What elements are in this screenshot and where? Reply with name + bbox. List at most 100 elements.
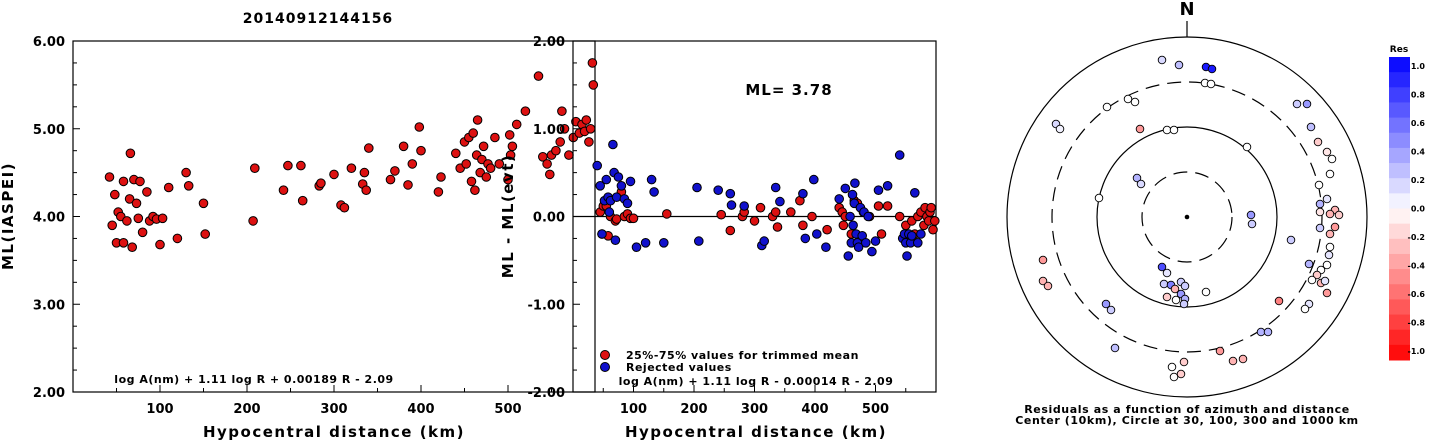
colorbar-cell (1389, 87, 1410, 103)
data-point (551, 145, 561, 156)
data-point (278, 185, 289, 195)
data-point (157, 213, 168, 224)
chart-title: 20140912144156 (243, 11, 393, 27)
station-point (1242, 142, 1252, 152)
rejected-point (613, 172, 624, 182)
x-axis-label: Hypocentral distance (km) (203, 423, 465, 441)
colorbar-tick-label: 1.0 (1411, 62, 1426, 71)
station-point (1162, 292, 1172, 302)
trimmed-point (725, 225, 736, 236)
station-point (1157, 55, 1167, 65)
station-point (1315, 199, 1325, 209)
data-point (585, 124, 596, 134)
station-point (1179, 357, 1189, 367)
ring-300km (1051, 81, 1323, 353)
rejected-point (759, 236, 770, 246)
data-point (110, 189, 120, 200)
trimmed-point (770, 207, 781, 217)
station-point (1106, 305, 1116, 315)
rejected-point (848, 220, 858, 231)
station-point (1136, 179, 1146, 189)
data-point (297, 195, 308, 206)
colorbar-cell (1389, 208, 1410, 225)
station-point (1179, 299, 1189, 309)
data-point (461, 159, 472, 169)
data-point (359, 167, 370, 178)
caption-line1: Residuals as a function of azimuth and d… (1024, 403, 1350, 416)
y-tick-label: 4.00 (33, 211, 65, 226)
station-point (1320, 276, 1330, 286)
station-point (1314, 180, 1324, 190)
rejected-point (873, 185, 884, 195)
station-point (1169, 125, 1179, 135)
station-point (1307, 275, 1317, 285)
rejected-point (640, 238, 651, 248)
station-point (1135, 124, 1145, 134)
rejected-point (902, 251, 912, 261)
colorbar-cell (1389, 284, 1410, 300)
station-point (1256, 327, 1266, 337)
trimmed-point (873, 201, 884, 211)
trimmed-point (928, 224, 938, 235)
panel-ml-residual: -2.00 -1.00 0.00 1.00 2.00 100 200 300 400 500 M… (499, 35, 940, 441)
rejected-point (834, 194, 845, 204)
y-tick-label: 0.00 (533, 211, 565, 226)
data-point (414, 122, 425, 132)
data-point (470, 185, 480, 195)
data-point (542, 159, 552, 169)
x-tick-label: 300 (741, 402, 768, 417)
data-point (364, 143, 374, 153)
data-point (361, 185, 372, 195)
data-point (118, 176, 129, 187)
station-residuals (1038, 55, 1344, 382)
data-point (390, 166, 400, 176)
data-point (296, 160, 306, 171)
station-point (1238, 354, 1248, 364)
station-point (1322, 260, 1332, 270)
data-point (198, 198, 209, 209)
data-point (125, 148, 136, 159)
rejected-point (916, 229, 926, 239)
station-point (1302, 99, 1312, 109)
station-point (1169, 372, 1179, 382)
north-label: N (1179, 0, 1194, 20)
data-point (433, 187, 444, 197)
station-point (1300, 304, 1310, 314)
x-tick-label: 400 (801, 402, 828, 417)
rejected-point (739, 201, 750, 211)
station-point (1159, 279, 1169, 289)
data-point (142, 187, 152, 197)
legend-marker-red (600, 350, 610, 360)
rejected-point (870, 236, 881, 246)
data-point (505, 150, 516, 160)
data-point (564, 150, 574, 160)
center-marker (1184, 214, 1190, 220)
station-point (1102, 102, 1112, 112)
rejected-point (610, 235, 621, 245)
station-point (1055, 124, 1065, 134)
trimmed-point (755, 202, 766, 213)
data-point (181, 167, 191, 178)
y-axis-label: ML(IASPEI) (0, 162, 17, 270)
station-point (1180, 281, 1190, 291)
rejected-point (592, 160, 603, 171)
ml-annotation: ML= 3.78 (745, 81, 832, 99)
rejected-point (595, 181, 606, 191)
rejected-point (608, 139, 618, 150)
data-point (490, 132, 500, 143)
station-point (1330, 222, 1340, 232)
rejected-point (631, 242, 642, 252)
data-point (504, 130, 515, 140)
data-point (127, 242, 137, 252)
data-point (118, 238, 129, 248)
rejected-point (861, 238, 871, 248)
station-point (1334, 210, 1344, 220)
colorbar-cell (1389, 72, 1410, 88)
data-point (107, 220, 117, 231)
colorbar-tick-label: -0.2 (1408, 233, 1426, 242)
data-point (135, 176, 145, 187)
rejected-point (649, 187, 659, 197)
x-tick-label: 500 (494, 402, 521, 417)
station-point (1101, 299, 1111, 309)
data-point (155, 239, 165, 250)
